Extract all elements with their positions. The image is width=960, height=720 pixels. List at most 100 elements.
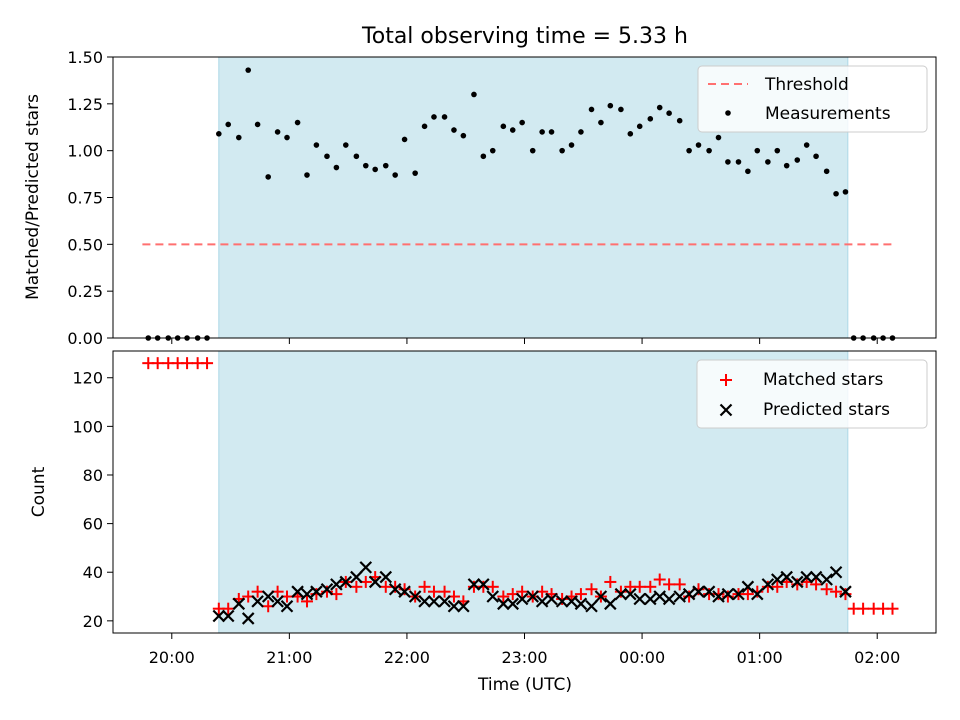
time-x-tick-label: 00:00 — [619, 648, 665, 667]
measurement-point — [313, 142, 320, 148]
measurement-point — [254, 121, 261, 128]
predicted-stars-point — [438, 595, 451, 608]
count-legend: Matched stars Predicted stars — [696, 359, 928, 429]
measurement-point — [304, 172, 310, 178]
predicted-stars-point — [780, 570, 793, 584]
predicted-stars-point — [477, 578, 490, 591]
ratio-y-tick-label: 0.25 — [67, 282, 103, 301]
threshold-legend-label: Threshold — [764, 75, 849, 95]
predicted-stars-point — [790, 575, 804, 589]
predicted-stars-legend-label: Predicted stars — [763, 400, 890, 420]
predicted-stars-point — [702, 585, 716, 598]
measurement-point — [539, 129, 545, 135]
predicted-stars-point — [271, 595, 284, 608]
count-y-tick-label: 20 — [83, 612, 103, 631]
matched-stars-legend-label: Matched stars — [763, 370, 883, 390]
predicted-stars-point — [261, 590, 275, 603]
measurement-point — [765, 159, 771, 165]
measurements-legend-label: Measurements — [765, 104, 891, 124]
predicted-stars-point — [741, 580, 755, 594]
measurement-point — [725, 159, 731, 165]
ratio-y-axis: 0.00 0.25 0.50 0.75 1.00 1.25 1.50 — [67, 48, 113, 348]
predicted-stars-point — [368, 575, 382, 589]
matched-stars-point — [181, 357, 194, 370]
measurement-point — [245, 67, 252, 73]
matched-stars-point — [516, 585, 529, 598]
predicted-stars-point — [535, 595, 549, 608]
matched-stars-point — [820, 583, 833, 596]
predicted-stars-point — [692, 585, 705, 598]
measurement-point — [451, 127, 457, 133]
measurement-point — [618, 106, 624, 113]
predicted-stars-point — [300, 587, 314, 601]
measurement-point — [735, 159, 742, 165]
count-y-axis: 20 40 60 80 100 120 — [72, 369, 113, 631]
measurement-point — [598, 119, 604, 126]
measurements-legend-swatch — [725, 110, 731, 116]
matched-stars-point — [810, 578, 823, 591]
predicted-stars-point — [751, 587, 764, 601]
matched-stars-point — [886, 602, 899, 615]
measurement-point — [833, 190, 839, 197]
chart-title: Total observing time = 5.33 h — [361, 24, 688, 49]
predicted-stars-point — [359, 561, 373, 574]
measurement-point — [647, 116, 654, 122]
predicted-stars-point — [761, 578, 775, 591]
predicted-stars-point — [732, 587, 745, 601]
matched-stars-point — [604, 575, 617, 588]
ratio-y-tick-label: 1.00 — [67, 142, 103, 161]
predicted-stars-point — [839, 585, 852, 598]
predicted-stars-point — [497, 597, 510, 611]
measurement-point — [342, 142, 349, 148]
predicted-stars-point — [545, 592, 558, 606]
predicted-stars-point — [506, 597, 520, 611]
measurement-point — [236, 134, 242, 141]
matched-stars-point — [585, 583, 598, 596]
matched-stars-point — [857, 602, 870, 615]
ratio-y-tick-label: 1.50 — [67, 48, 103, 67]
measurement-point — [509, 127, 516, 133]
measurement-point — [745, 168, 751, 175]
predicted-stars-point — [721, 587, 735, 601]
predicted-stars-point — [310, 585, 323, 598]
predicted-stars-point — [662, 592, 676, 606]
predicted-stars-point — [809, 570, 823, 584]
predicted-stars-point — [633, 592, 646, 606]
predicted-stars-point — [320, 582, 334, 596]
measurement-point — [421, 123, 428, 130]
time-x-tick-label: 20:00 — [149, 648, 195, 667]
time-x-axis: 20:00 21:00 22:00 23:00 00:00 01:00 02:00 — [149, 633, 900, 667]
time-x-tick-label: 21:00 — [266, 648, 312, 667]
measurement-point — [431, 114, 437, 120]
measurement-point — [471, 91, 477, 98]
measurement-point — [460, 132, 467, 139]
predicted-stars-point — [232, 597, 246, 611]
measurement-point — [666, 110, 672, 116]
time-x-tick-label: 01:00 — [737, 648, 783, 667]
matched-stars-point — [653, 573, 666, 586]
predicted-stars-point — [585, 599, 598, 613]
measurement-point — [519, 119, 525, 126]
predicted-stars-point — [388, 582, 402, 596]
measurement-point — [362, 162, 369, 169]
predicted-stars-point — [614, 587, 628, 601]
predicted-stars-point — [644, 592, 657, 606]
predicted-stars-point — [820, 573, 833, 586]
matched-stars-point — [486, 580, 499, 593]
measurement-point — [333, 164, 340, 171]
measurement-point — [813, 153, 819, 160]
measurement-point — [588, 106, 595, 113]
measurement-point — [412, 170, 418, 176]
matched-stars-point — [791, 578, 804, 591]
measurement-point — [656, 104, 663, 111]
x-axis-label: Time (UTC) — [477, 675, 572, 695]
matched-stars-point — [350, 580, 363, 593]
matched-stars-point — [574, 588, 587, 601]
matched-stars-point — [418, 580, 431, 593]
measurement-point — [500, 123, 507, 130]
measurement-point — [627, 131, 634, 137]
matched-stars-point — [497, 590, 510, 603]
predicted-stars-point — [594, 590, 608, 603]
predicted-stars-point — [212, 609, 226, 623]
measurement-point — [636, 123, 643, 130]
